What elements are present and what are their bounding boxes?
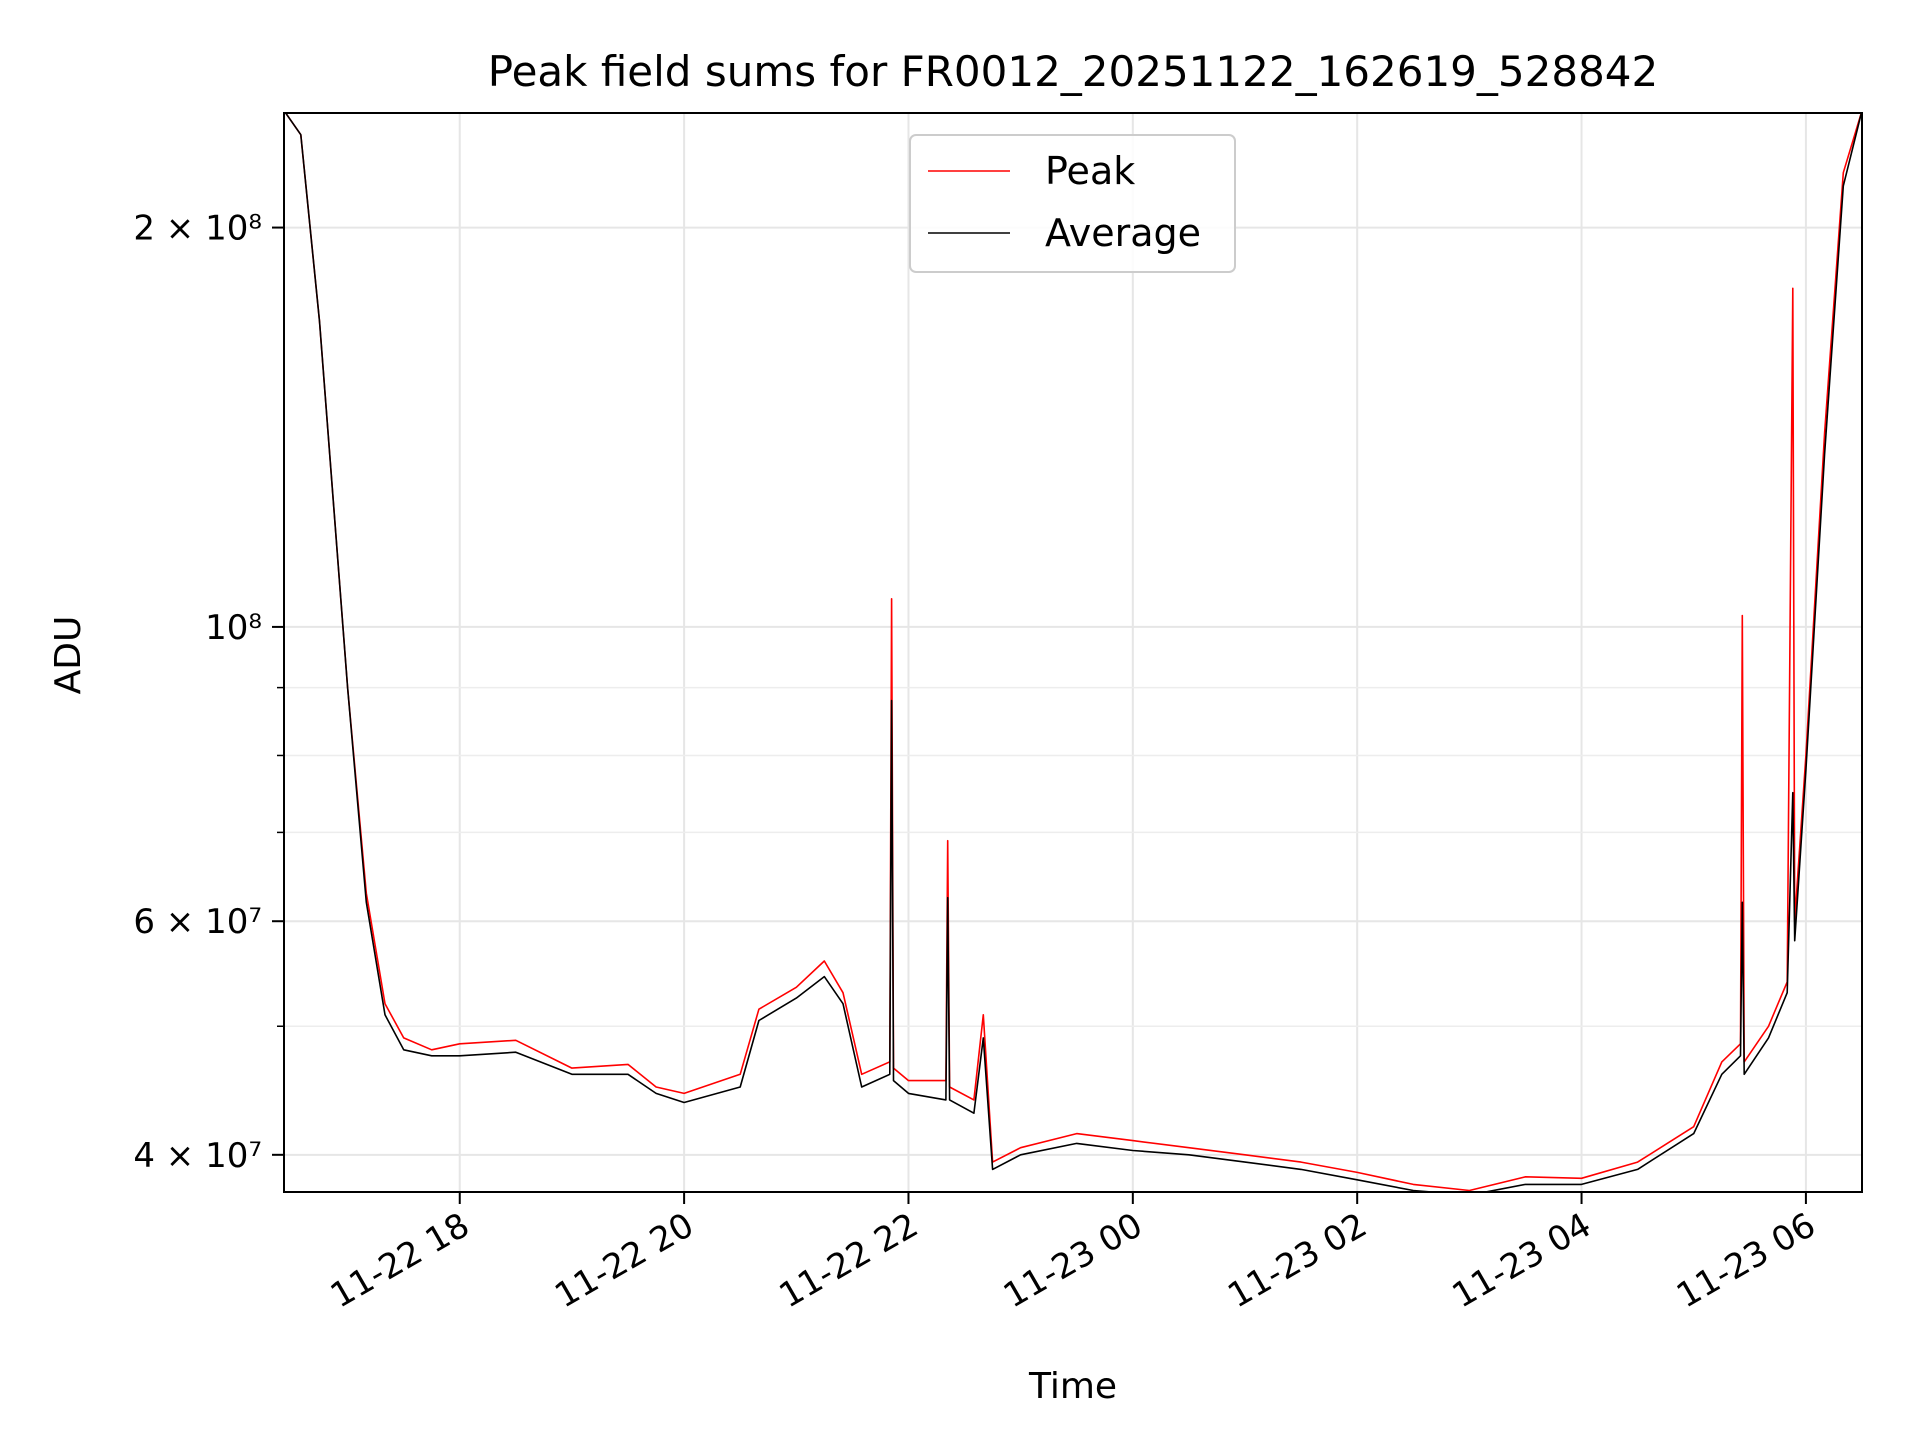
- legend: Peak Average: [909, 134, 1236, 273]
- x-axis-label: Time: [1028, 1366, 1117, 1407]
- y-axis: 4 × 10⁷ 6 × 10⁷ 10⁸ 2 × 10⁸: [133, 209, 284, 1176]
- x-axis: 11-22 18 11-22 20 11-22 22 11-23 00 11-23 02…: [324, 1192, 1822, 1316]
- x-tick-label: 11-22 18: [324, 1205, 476, 1316]
- legend-label-average: Average: [1045, 211, 1201, 255]
- x-tick-label: 11-22 20: [548, 1205, 700, 1316]
- x-tick-label: 11-23 00: [997, 1205, 1149, 1316]
- y-axis-label: ADU: [48, 616, 89, 695]
- y-tick-label: 6 × 10⁷: [133, 902, 262, 942]
- series-line-average: [284, 113, 1862, 1192]
- x-tick-label: 11-23 04: [1446, 1205, 1598, 1316]
- grid-lines: [284, 113, 1862, 1192]
- y-tick-label: 10⁸: [205, 608, 262, 648]
- y-tick-label: 4 × 10⁷: [133, 1136, 262, 1176]
- legend-box: [909, 134, 1236, 273]
- legend-label-peak: Peak: [1045, 149, 1135, 193]
- x-tick-label: 11-23 02: [1221, 1205, 1373, 1316]
- plot-frame: [283, 112, 1863, 1193]
- x-tick-label: 11-23 06: [1670, 1205, 1822, 1316]
- series-layer: [284, 113, 1862, 1192]
- y-tick-label: 2 × 10⁸: [133, 209, 262, 249]
- chart-title: Peak field sums for FR0012_20251122_1626…: [488, 47, 1658, 96]
- series-line-peak: [284, 113, 1862, 1192]
- x-tick-label: 11-22 22: [773, 1205, 925, 1316]
